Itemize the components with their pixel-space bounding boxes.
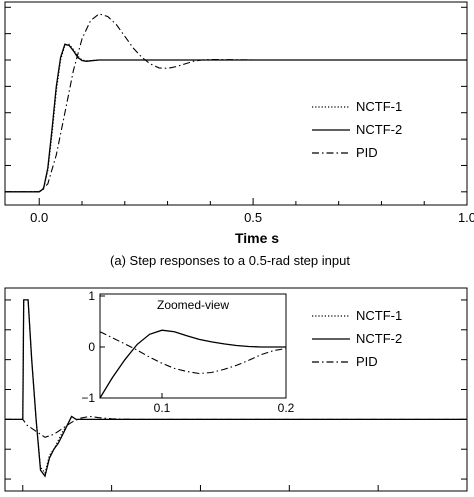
inset-x-tick-label: 0.1 [154, 401, 171, 415]
chart-a-x-tick-label: 1.0 [458, 210, 474, 225]
inset-x-tick-label: 0.2 [278, 401, 295, 415]
chart-a-series-nctf-2 [5, 43, 467, 193]
inset-y-ticks: 1 0 −1 [81, 289, 105, 405]
chart-a-plot-frame [4, 1, 468, 206]
chart-a-x-axis-label: Time s [235, 230, 279, 246]
inset-y-tick-label: 0 [88, 340, 95, 354]
chart-b-series-nctf-1 [5, 299, 467, 475]
chart-b-inset: Zoomed-view 1 0 −1 0.1 0.2 [81, 289, 294, 415]
chart-a-series [5, 13, 467, 193]
chart-a-x-ticks: 0.0 0.5 1.0 [30, 198, 474, 225]
chart-b: NCTF-1 NCTF-2 PID Zoomed-view 1 0 −1 0.1 0.2 [4, 287, 468, 492]
chart-b-x-ticks [22, 485, 468, 491]
inset-title: Zoomed-view [157, 298, 229, 312]
inset-series-nctf-2 [99, 329, 286, 399]
inset-series [99, 329, 287, 399]
chart-a-x-tick-label: 0.0 [30, 210, 48, 225]
chart-a: 0.0 0.5 1.0 NCTF-1 NCTF-2 PID Time s (a) Ste… [4, 1, 474, 268]
chart-a-legend: NCTF-1 NCTF-2 PID [312, 99, 402, 160]
chart-b-series-nctf-2 [5, 299, 467, 478]
inset-frame [99, 293, 287, 399]
chart-b-legend-label-pid: PID [356, 354, 378, 369]
inset-y-tick-label: −1 [81, 391, 95, 405]
chart-b-legend-label-nctf-2: NCTF-2 [356, 331, 402, 346]
chart-b-legend-label-nctf-1: NCTF-1 [356, 308, 402, 323]
inset-x-ticks: 0.1 0.2 [154, 393, 295, 415]
chart-b-series-pid [5, 415, 467, 438]
chart-a-legend-label-nctf-1: NCTF-1 [356, 99, 402, 114]
inset-y-tick-label: 1 [88, 289, 95, 303]
chart-a-legend-label-pid: PID [356, 145, 378, 160]
chart-a-x-tick-label: 0.5 [244, 210, 262, 225]
chart-a-caption: (a) Step responses to a 0.5-rad step inp… [110, 253, 350, 268]
chart-b-series [5, 299, 467, 478]
chart-b-legend: NCTF-1 NCTF-2 PID [312, 308, 402, 369]
chart-a-series-pid [5, 13, 467, 193]
chart-a-legend-label-nctf-2: NCTF-2 [356, 122, 402, 137]
inset-series-pid [99, 331, 287, 375]
